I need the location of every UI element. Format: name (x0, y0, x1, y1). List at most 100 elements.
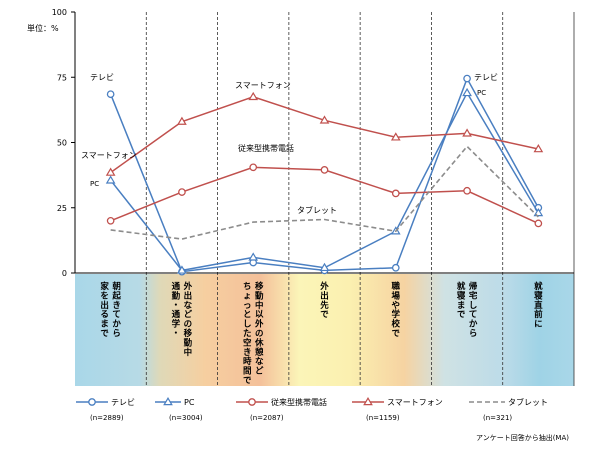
category-label-char: る (100, 310, 109, 320)
category-label-char: き (112, 301, 121, 311)
category-label-char: 出 (320, 290, 329, 301)
category-label-char: で (100, 329, 109, 339)
label-layer: 朝起きてから家を出るまで外出などの移動中通勤・通学・移動中以外の休憩などちょっと… (81, 73, 543, 386)
category-label-char: で (392, 329, 401, 339)
category-label-char: き (243, 348, 252, 358)
data-point (390, 132, 401, 141)
category-label-char: な (255, 357, 264, 367)
category-label-char: 学 (392, 309, 401, 320)
legend-label: スマートフォン (387, 398, 443, 407)
category-band (75, 274, 574, 386)
data-point (88, 398, 96, 406)
category-label-char: の (184, 320, 193, 330)
category-label-char: ・ (172, 329, 181, 339)
series-layer (105, 74, 544, 276)
category-label-char: 出 (100, 300, 109, 311)
data-point (533, 144, 544, 153)
series (106, 74, 543, 276)
category-label-char: ど (255, 366, 264, 377)
category-label-char: 帰 (469, 281, 478, 292)
data-point (106, 90, 115, 99)
category-label-char: 休 (254, 337, 264, 348)
category-label-char: 以 (255, 310, 264, 320)
y-tick-label: 25 (57, 204, 67, 213)
category-label-char: 校 (392, 319, 401, 330)
category-label-char: ま (100, 320, 109, 330)
data-point (363, 397, 373, 406)
category-label-char: 外 (319, 281, 329, 292)
data-point (534, 219, 543, 228)
category-label-char: 外 (254, 319, 264, 330)
category-label-char: 空 (243, 337, 252, 348)
category-label-char: の (255, 329, 264, 339)
data-point (463, 186, 471, 195)
category-label-char: 前 (534, 309, 543, 320)
legend-label: タブレット (508, 397, 548, 407)
category-label-char: に (534, 320, 543, 330)
series-annotation: テレビ (474, 73, 498, 82)
category-label-char: で (243, 376, 252, 386)
y-tick-label: 75 (57, 73, 67, 82)
category-label-char: か (469, 320, 478, 330)
category-label-char: 移 (255, 281, 264, 292)
category-label-char: 先 (320, 300, 329, 311)
data-point (319, 115, 330, 124)
category-label-char: 間 (243, 367, 252, 377)
category-label-char: 家 (100, 281, 109, 292)
category-label-char: な (184, 301, 193, 311)
data-point (105, 167, 116, 176)
category-label-char: ま (457, 301, 466, 311)
separator-lines (145, 12, 575, 386)
category-label-char: 起 (111, 290, 121, 301)
category-label-char: ど (184, 309, 193, 320)
source-note: アンケート回答から抽出(MA) (476, 433, 569, 442)
category-label-char: 中 (255, 300, 264, 311)
category-label-char: で (457, 310, 466, 320)
category-label-char: を (100, 291, 109, 301)
category-label-char: や (392, 300, 401, 311)
data-point (391, 189, 400, 198)
data-point (163, 397, 173, 406)
data-point (391, 263, 400, 272)
series (105, 91, 544, 176)
data-point (106, 216, 115, 225)
legend-sample-size: (n=3004) (169, 414, 203, 422)
series-line (109, 76, 540, 273)
category-label-char: 直 (534, 300, 543, 311)
category-label-char: で (320, 310, 329, 320)
category-label-char: 通 (172, 309, 181, 320)
category-label-char: 就 (534, 281, 543, 292)
category-label-char: 宅 (469, 290, 478, 301)
category-label-char: 中 (184, 347, 193, 358)
category-label-char: 通 (172, 281, 181, 292)
data-point (177, 116, 187, 125)
category-label-char: ら (112, 329, 121, 339)
category-label-char: と (243, 310, 252, 320)
data-point (105, 175, 116, 184)
category-label-char: ら (469, 329, 478, 339)
series-line (110, 96, 539, 174)
category-label-char: 場 (392, 290, 401, 301)
data-point (462, 87, 472, 97)
category-label-char: 勤 (172, 290, 181, 301)
legend-label: 従来型携帯電話 (271, 397, 327, 407)
data-point (319, 262, 330, 272)
category-label-char: か (112, 320, 121, 330)
series (105, 87, 544, 274)
category-label-char: 移 (184, 328, 193, 339)
category-label-char: 学 (172, 319, 181, 330)
legend-sample-size: (n=2889) (90, 414, 124, 422)
legend-label: PC (184, 398, 195, 407)
category-label-char: 朝 (112, 281, 121, 292)
data-point (178, 188, 186, 196)
category-label-char: て (469, 310, 478, 320)
y-tick-label: 100 (52, 8, 67, 17)
unit-label: 単位：% (27, 23, 59, 33)
series (110, 145, 539, 240)
y-tick-label: 50 (57, 139, 67, 148)
category-label-char: し (243, 320, 252, 330)
y-tick-label: 0 (62, 269, 67, 278)
category-label-char: 出 (184, 290, 193, 301)
category-label-char: ょ (243, 291, 252, 301)
